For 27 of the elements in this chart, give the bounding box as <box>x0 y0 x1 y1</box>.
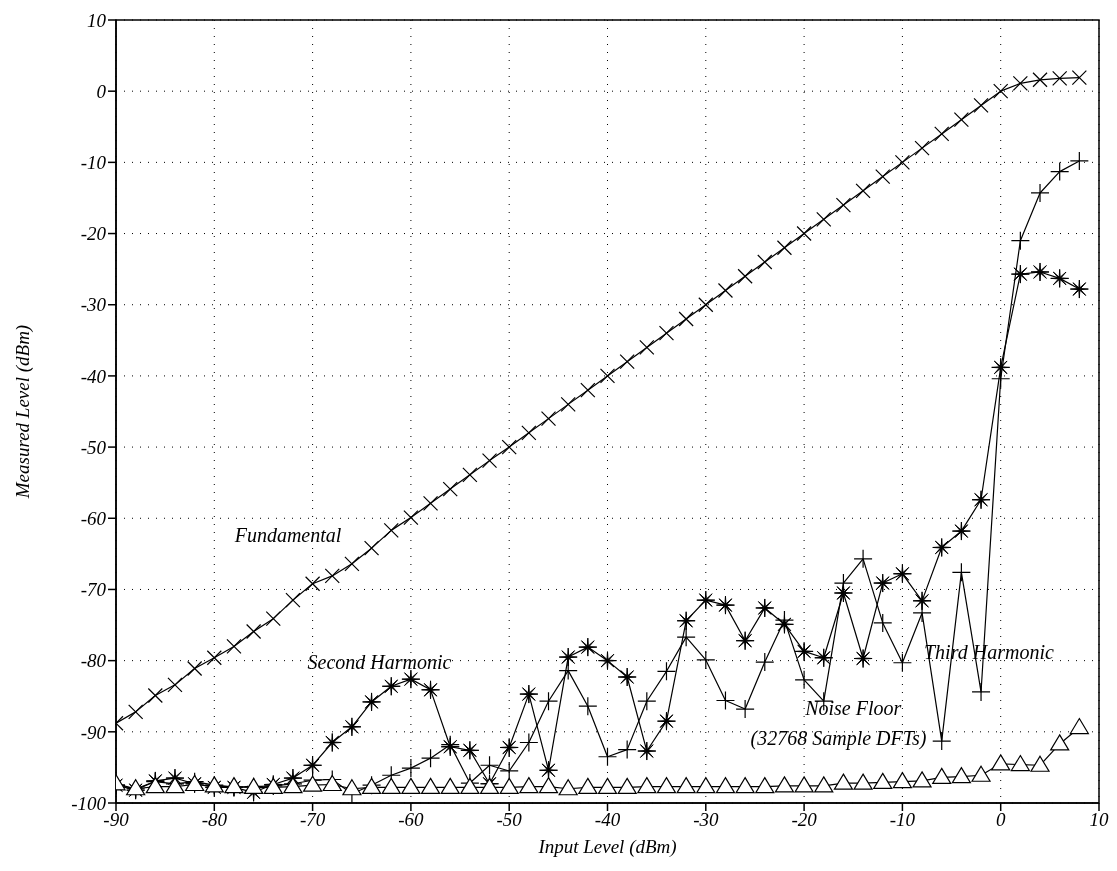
annotation: Fundamental <box>233 524 342 547</box>
x-tick-label: -80 <box>201 809 228 831</box>
y-tick-label: -30 <box>80 294 107 316</box>
y-tick-label: -70 <box>80 579 107 601</box>
x-tick-label: -10 <box>889 809 916 831</box>
y-axis-title: Measured Level (dBm) <box>11 324 34 500</box>
y-tick-label: -10 <box>80 152 107 174</box>
y-tick-label: -20 <box>80 223 107 245</box>
y-tick-label: -50 <box>80 436 107 458</box>
annotation: Noise Floor <box>804 697 902 720</box>
y-tick-label: -90 <box>80 721 107 743</box>
x-tick-label: 0 <box>995 809 1006 831</box>
x-tick-label: 10 <box>1089 809 1109 831</box>
x-tick-label: -60 <box>398 809 425 831</box>
x-axis-title: Input Level (dBm) <box>537 836 677 858</box>
y-tick-label: -40 <box>80 365 107 387</box>
x-tick-label: -30 <box>693 809 719 831</box>
y-tick-label: -80 <box>80 650 107 672</box>
y-tick-label: 0 <box>96 80 107 102</box>
x-tick-label: -70 <box>299 809 326 831</box>
annotation: Second Harmonic <box>307 651 452 674</box>
x-tick-label: -40 <box>594 809 621 831</box>
x-tick-label: -50 <box>496 809 523 831</box>
x-tick-label: -20 <box>791 809 818 831</box>
y-tick-label: -60 <box>80 508 107 530</box>
annotation: (32768 Sample DFTs) <box>750 727 927 751</box>
y-tick-label: 10 <box>87 9 107 31</box>
